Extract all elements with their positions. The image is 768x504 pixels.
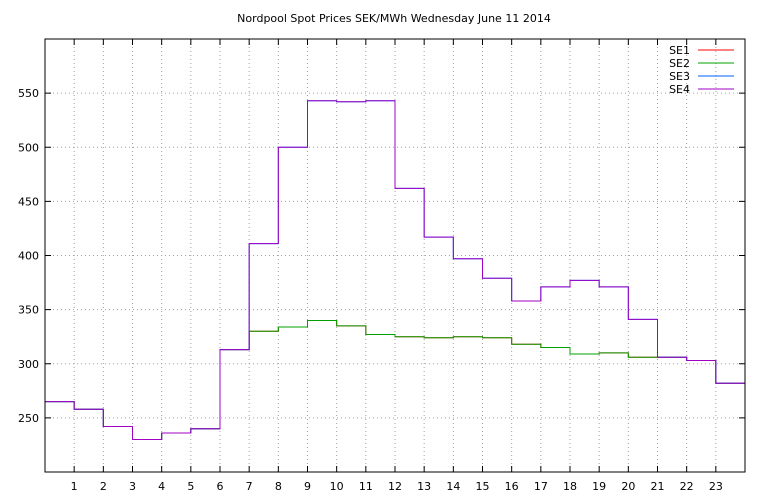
x-tick-label: 20 <box>621 480 635 493</box>
x-tick-label: 17 <box>534 480 548 493</box>
x-tick-label: 9 <box>304 480 311 493</box>
y-tick-label: 500 <box>18 141 39 154</box>
chart-title: Nordpool Spot Prices SEK/MWh Wednesday J… <box>237 12 551 25</box>
x-tick-label: 5 <box>187 480 194 493</box>
x-tick-label: 21 <box>651 480 665 493</box>
x-tick-label: 19 <box>592 480 606 493</box>
x-tick-label: 11 <box>359 480 373 493</box>
x-tick-label: 7 <box>246 480 253 493</box>
x-tick-label: 6 <box>217 480 224 493</box>
y-tick-label: 550 <box>18 87 39 100</box>
x-tick-label: 23 <box>709 480 723 493</box>
series-layer <box>45 100 745 441</box>
y-tick-label: 250 <box>18 412 39 425</box>
x-tick-label: 18 <box>563 480 577 493</box>
x-tick-label: 3 <box>129 480 136 493</box>
x-tick-label: 12 <box>388 480 402 493</box>
legend-label-se1: SE1 <box>669 44 690 57</box>
y-tick-label: 350 <box>18 304 39 317</box>
series-line-se4 <box>45 100 745 441</box>
x-tick-label: 2 <box>100 480 107 493</box>
y-tick-label: 450 <box>18 195 39 208</box>
x-tick-label: 15 <box>476 480 490 493</box>
x-tick-label: 16 <box>505 480 519 493</box>
legend-label-se4: SE4 <box>669 83 690 96</box>
legend-label-se3: SE3 <box>669 70 690 83</box>
y-tick-label: 300 <box>18 358 39 371</box>
x-tick-label: 13 <box>417 480 431 493</box>
x-tick-label: 14 <box>446 480 460 493</box>
legend-label-se2: SE2 <box>669 57 690 70</box>
x-tick-label: 1 <box>71 480 78 493</box>
y-tick-label: 400 <box>18 250 39 263</box>
x-tick-label: 4 <box>158 480 165 493</box>
x-tick-label: 22 <box>680 480 694 493</box>
x-tick-label: 8 <box>275 480 282 493</box>
x-tick-label: 10 <box>330 480 344 493</box>
